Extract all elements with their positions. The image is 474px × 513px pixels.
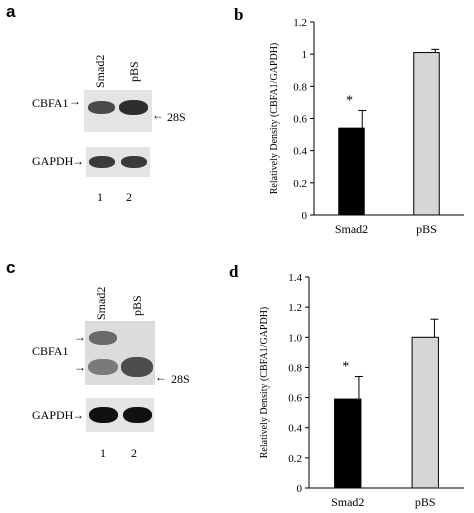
lane-header-smad2: Smad2 — [94, 286, 108, 320]
arrow-28s: ← — [155, 370, 167, 384]
y-tick-label: 1.4 — [288, 272, 302, 284]
blot-gapdh — [86, 398, 154, 432]
row-label-cbfa1: CBFA1 — [32, 344, 69, 358]
panel-label: d — [229, 262, 239, 281]
lane-header-smad2: Smad2 — [93, 54, 107, 88]
bar-smad2 — [334, 398, 362, 489]
row-label-gapdh: GAPDH — [32, 408, 74, 422]
band-lane1 — [89, 156, 115, 168]
chart-d: d 0 0.2 0.4 0.6 0.8 1.0 1.2 1.4 Relatively Densit… — [229, 262, 464, 509]
lane-number-1: 1 — [97, 190, 103, 204]
significance-marker: * — [342, 359, 349, 374]
marker-28s: 28S — [171, 372, 190, 386]
band-lane2 — [123, 407, 152, 423]
y-tick-label: 0.4 — [293, 146, 307, 158]
y-tick-label: 0.6 — [293, 114, 307, 126]
y-tick-label: 0.2 — [288, 453, 302, 465]
blot-gapdh — [86, 147, 150, 177]
panel-label: b — [234, 5, 243, 24]
y-axis-label: Relatively Density (CBFA1/GAPDH) — [269, 43, 280, 194]
band-lane1 — [88, 101, 115, 114]
arrow-cbfa1-lower: → — [74, 360, 86, 374]
band-lane2 — [119, 100, 148, 115]
panel-label-a: a — [6, 2, 16, 21]
y-tick-label: 1.2 — [293, 17, 307, 29]
arrow-gapdh: → — [72, 408, 84, 422]
y-tick-label: 0 — [302, 210, 308, 222]
arrow-cbfa1: → — [69, 94, 81, 108]
blot-cbfa1 — [84, 90, 152, 132]
band-lane2 — [121, 357, 153, 377]
x-tick-label-pbs: pBS — [415, 495, 436, 509]
x-tick-label-pbs: pBS — [416, 222, 437, 236]
bar-pbs — [411, 336, 439, 489]
y-tick-label: 0 — [297, 483, 303, 495]
marker-28s: 28S — [167, 110, 186, 124]
band-lane2 — [121, 156, 147, 168]
lane-number-2: 2 — [131, 446, 137, 460]
x-tick-label-smad2: Smad2 — [331, 495, 364, 509]
arrow-cbfa1-upper: → — [74, 330, 86, 344]
y-tick-label: 0.4 — [288, 423, 302, 435]
row-label-gapdh: GAPDH — [32, 154, 74, 168]
arrow-gapdh: → — [72, 154, 84, 168]
panel-label-c: c — [6, 258, 16, 277]
lane-number-1: 1 — [100, 446, 106, 460]
y-tick-label: 0.8 — [288, 362, 302, 374]
y-tick-label: 1.0 — [288, 332, 302, 344]
arrow-28s: ← — [152, 108, 164, 122]
y-tick-label: 0.2 — [293, 178, 307, 190]
band-lane1-upper — [89, 331, 117, 345]
blot-cbfa1 — [85, 321, 155, 385]
lane-header-pbs: pBS — [127, 61, 141, 82]
chart-b: b 0 0.2 0.4 0.6 0.8 1 1.2 Relatively Density (CB… — [234, 5, 464, 236]
y-tick-label: 1.2 — [288, 302, 302, 314]
bar-smad2 — [338, 127, 365, 216]
lane-header-pbs: pBS — [130, 295, 144, 316]
y-axis-label: Relatively Density (CBFA1/GAPDH) — [259, 307, 270, 458]
y-tick-label: 0.6 — [288, 393, 302, 405]
band-lane1 — [89, 407, 118, 423]
band-lane1-lower — [88, 359, 118, 375]
row-label-cbfa1: CBFA1 — [32, 96, 69, 110]
significance-marker: * — [346, 93, 353, 108]
bar-pbs — [413, 52, 440, 216]
lane-number-2: 2 — [126, 190, 132, 204]
y-tick-label: 0.8 — [293, 81, 307, 93]
x-tick-label-smad2: Smad2 — [335, 222, 368, 236]
y-tick-label: 1 — [302, 49, 308, 61]
